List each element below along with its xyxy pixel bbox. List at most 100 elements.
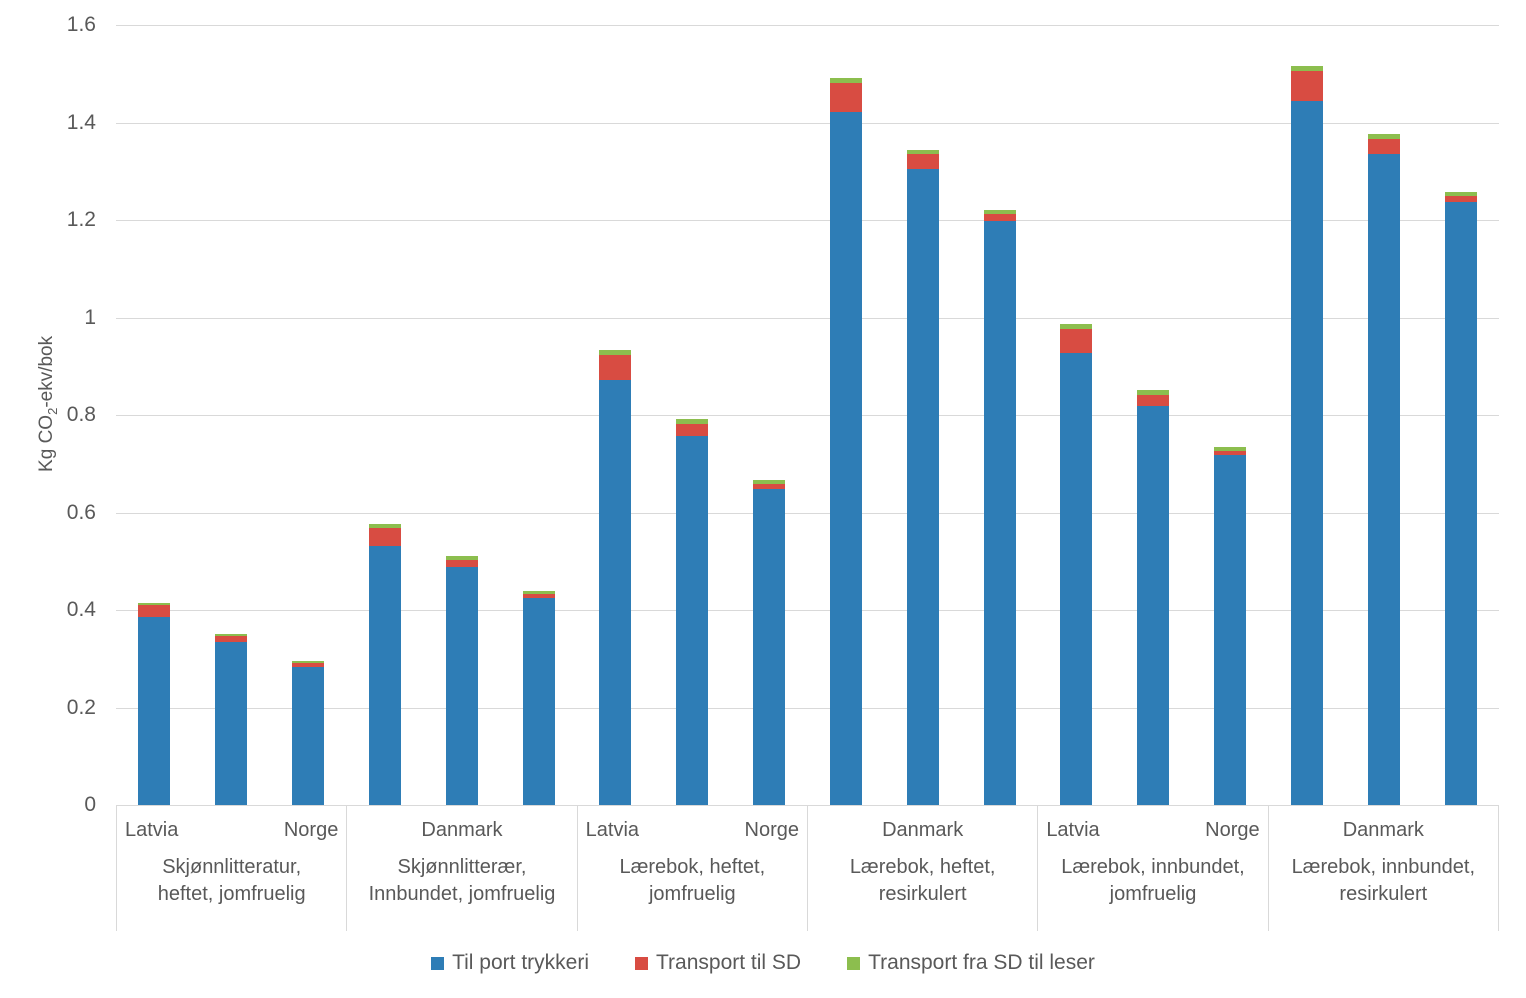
bar-segment-transport-fra-sd-til-leser <box>1214 446 1247 451</box>
legend-item: Transport fra SD til leser <box>847 951 1095 975</box>
category-group-title-line: heftet, jomfruelig <box>157 883 306 905</box>
bar-segment-transport-fra-sd-til-leser <box>1290 65 1323 71</box>
bar-stack <box>829 25 862 805</box>
bar-segment-til-port-trykkeri <box>1060 352 1093 805</box>
y-axis-tick-label: 0.6 <box>66 500 96 524</box>
bar-stack <box>292 25 325 805</box>
bar-stack <box>676 25 709 805</box>
bar-segment-transport-fra-sd-til-leser <box>1367 134 1400 140</box>
country-label: Latvia <box>585 818 640 841</box>
bar-segment-transport-fra-sd-til-leser <box>368 524 401 529</box>
y-axis-tick-label: 0.8 <box>66 403 96 426</box>
category-axis: Latvia Norge Skjønnlitteratur, heftet, jomf… <box>116 806 1499 931</box>
category-group-title: Lærebok, heftet, resirkulert <box>808 854 1037 931</box>
bar-segment-til-port-trykkeri <box>906 168 939 805</box>
bar-segment-til-port-trykkeri <box>1214 455 1247 805</box>
country-label-row: Latvia Norge <box>1038 806 1267 854</box>
country-label: Norge <box>1205 818 1260 841</box>
gridline <box>116 220 1499 221</box>
bar-stack <box>1367 25 1400 805</box>
bar-segment-transport-til-sd <box>983 214 1016 221</box>
country-label-row: Danmark <box>347 806 576 854</box>
gridline <box>116 317 1499 319</box>
bar-segment-til-port-trykkeri <box>368 545 401 805</box>
y-axis-tick-label: 1.6 <box>66 13 96 36</box>
category-group-title-line: Skjønnlitteratur, <box>162 856 302 878</box>
category-group-cell: Danmark Lærebok, innbundet, resirkulert <box>1267 806 1499 931</box>
bar-segment-til-port-trykkeri <box>1367 154 1400 805</box>
bar-stack <box>906 25 939 805</box>
category-group-title: Skjønnlitteratur, heftet, jomfruelig <box>117 854 346 931</box>
bar-stack <box>1137 25 1170 805</box>
bar-segment-til-port-trykkeri <box>445 566 478 805</box>
y-axis-tick-label: 0.4 <box>66 598 96 621</box>
bar-stack <box>599 25 632 805</box>
bar-segment-transport-til-sd <box>599 355 632 380</box>
plot-area <box>116 25 1499 806</box>
bar-segment-transport-fra-sd-til-leser <box>906 149 939 155</box>
category-group-cell: Latvia Norge Lærebok, heftet, jomfruelig <box>576 806 807 931</box>
y-axis-tick-label: 1 <box>84 305 96 329</box>
y-axis-tick-label: 0.2 <box>66 695 96 719</box>
bar-segment-til-port-trykkeri <box>292 666 325 805</box>
category-group-title-line: resirkulert <box>878 883 967 905</box>
legend-item: Transport til SD <box>635 951 801 975</box>
bar-stack <box>1290 25 1323 805</box>
bar-segment-transport-til-sd <box>368 528 401 546</box>
bar-segment-til-port-trykkeri <box>138 617 171 805</box>
gridline <box>116 610 1499 611</box>
bar-segment-transport-til-sd <box>292 662 325 667</box>
country-label: Norge <box>744 818 799 841</box>
country-label-row: Danmark <box>1269 806 1498 854</box>
country-label: Danmark <box>882 818 964 841</box>
gridline <box>116 707 1499 709</box>
legend-swatch-icon <box>635 956 648 970</box>
category-group-title-line: jomfruelig <box>1109 883 1197 905</box>
category-group-title: Skjønnlitterær, Innbundet, jomfruelig <box>347 854 576 931</box>
category-group-title-line: Innbundet, jomfruelig <box>368 883 556 905</box>
bar-segment-transport-til-sd <box>1290 70 1323 101</box>
category-group-title-line: Lærebok, innbundet, <box>1061 856 1245 878</box>
bar-segment-transport-til-sd <box>215 635 248 642</box>
country-label: Latvia <box>125 818 179 841</box>
category-group-title: Lærebok, heftet, jomfruelig <box>578 854 807 931</box>
bar-stack <box>215 25 248 805</box>
country-label-row: Latvia Norge <box>117 806 346 854</box>
bar-segment-transport-til-sd <box>906 154 939 169</box>
legend-label: Transport fra SD til leser <box>868 951 1095 974</box>
bar-stack <box>1060 25 1093 805</box>
bar-segment-til-port-trykkeri <box>753 489 786 805</box>
bar-segment-til-port-trykkeri <box>983 220 1016 805</box>
bar-segment-transport-til-sd <box>445 560 478 567</box>
bar-segment-transport-til-sd <box>1367 139 1400 155</box>
y-axis-tick-label: 1.2 <box>66 208 96 231</box>
bar-segment-transport-til-sd <box>1060 329 1093 353</box>
legend-item: Til port trykkeri <box>431 951 589 975</box>
bar-segment-transport-fra-sd-til-leser <box>599 350 632 356</box>
bar-segment-til-port-trykkeri <box>829 112 862 805</box>
country-label-row: Latvia Norge <box>578 806 807 854</box>
category-group-title-line: Skjønnlitterær, <box>397 856 527 878</box>
bar-stack <box>753 25 786 805</box>
bar-segment-til-port-trykkeri <box>522 598 555 805</box>
bar-segment-til-port-trykkeri <box>1137 406 1170 805</box>
category-group-title-line: Lærebok, innbundet, <box>1291 856 1476 878</box>
bar-segment-transport-til-sd <box>522 594 555 599</box>
bar-segment-transport-til-sd <box>753 484 786 490</box>
bar-segment-transport-fra-sd-til-leser <box>676 419 709 425</box>
country-label-row: Danmark <box>808 806 1037 854</box>
category-group-cell: Latvia Norge Skjønnlitteratur, heftet, jomf… <box>116 806 346 931</box>
legend-swatch-icon <box>431 956 445 970</box>
bar-segment-til-port-trykkeri <box>215 641 248 805</box>
gridline <box>116 512 1499 514</box>
category-group-title: Lærebok, innbundet, jomfruelig <box>1038 854 1267 931</box>
bar-segment-transport-fra-sd-til-leser <box>1137 389 1170 395</box>
bar-segment-transport-fra-sd-til-leser <box>522 591 555 595</box>
legend-label: Til port trykkeri <box>452 951 589 974</box>
bar-segment-til-port-trykkeri <box>676 435 709 805</box>
bar-stack <box>983 25 1016 805</box>
category-group-title-line: Lærebok, heftet, <box>619 856 766 878</box>
bar-segment-transport-til-sd <box>1444 195 1477 202</box>
country-label: Norge <box>283 818 339 841</box>
